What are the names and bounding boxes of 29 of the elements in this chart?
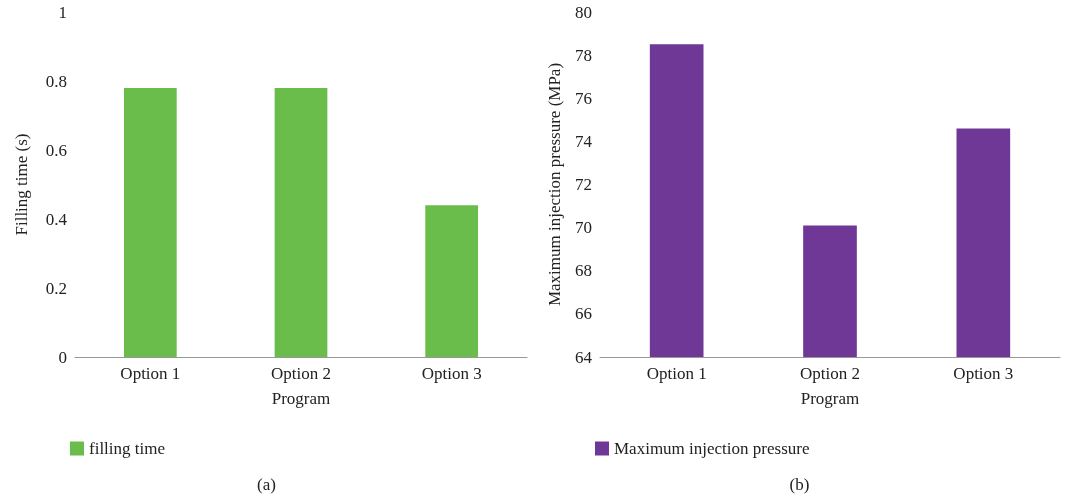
y-tick-label: 0.4 — [45, 209, 68, 229]
legend-label: filling time — [89, 439, 166, 458]
y-tick-label: 0 — [58, 347, 67, 367]
x-axis-title: Program — [800, 389, 860, 408]
y-tick-label: 72 — [575, 175, 592, 194]
y-tick-label: 68 — [575, 261, 592, 281]
text: (a) — [257, 475, 276, 494]
x-tick-label: Option 3 — [953, 364, 1014, 383]
y-tick-label: 0.2 — [45, 278, 67, 298]
legend-label: Maximum injection pressure — [614, 439, 810, 458]
x-axis-title: Program — [271, 389, 331, 408]
y-tick-label: 78 — [575, 45, 592, 65]
y-axis-title: Filling time (s) — [12, 133, 31, 236]
y-tick-label: 0.6 — [45, 140, 67, 160]
y-tick-label: 1 — [58, 2, 67, 22]
x-tick-label: Option 2 — [800, 364, 860, 383]
y-tick-label: 74 — [575, 131, 593, 151]
y-tick-label: 66 — [575, 304, 592, 324]
y-tick-label: 76 — [575, 88, 592, 108]
y-tick-label: 80 — [575, 2, 592, 22]
x-tick-label: Option 3 — [421, 364, 482, 383]
y-tick-label: 0.8 — [45, 71, 67, 91]
y-tick-label: 64 — [575, 347, 593, 367]
x-tick-label: Option 2 — [271, 364, 331, 383]
text: (b) — [789, 475, 810, 494]
x-tick-label: Option 1 — [646, 364, 707, 383]
x-tick-label: Option 1 — [120, 364, 181, 383]
y-axis-title: Maximum injection pressure (MPa) — [545, 62, 564, 307]
y-tick-label: 70 — [575, 218, 592, 238]
